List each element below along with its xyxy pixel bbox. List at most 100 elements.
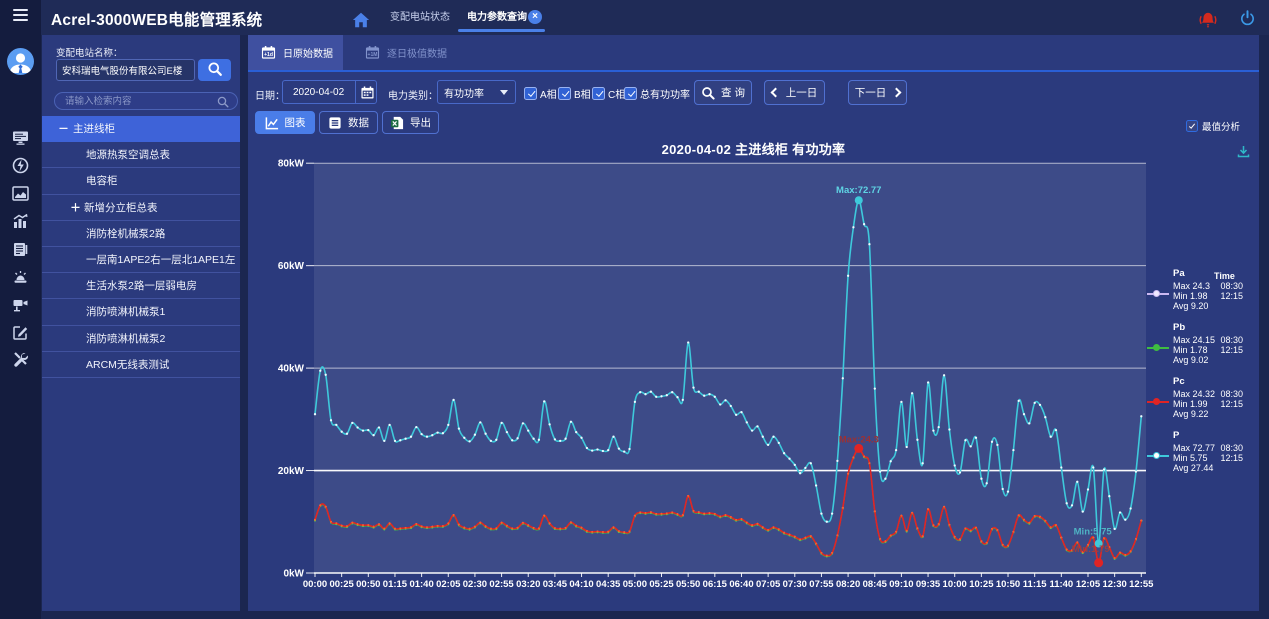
tools-icon[interactable] (12, 351, 29, 368)
chart-view-button[interactable]: 图表 (255, 111, 315, 134)
legend-item-p[interactable]: P Max 72.77 08:30 Min 5.75 12:15 Avg 27.44 (1146, 430, 1243, 474)
button-label: 数据 (348, 117, 369, 129)
monitor-icon[interactable] (12, 129, 29, 146)
svg-text:10:50: 10:50 (996, 579, 1020, 590)
tree-item[interactable]: 电容柜 (42, 168, 240, 195)
tree-item-main-incoming-cabinet[interactable]: － 主进线柜 (42, 116, 240, 143)
menu-icon[interactable] (13, 9, 28, 22)
checkbox-phase-a[interactable]: A相 (524, 86, 557, 101)
checkbox-phase-b[interactable]: B相 (558, 86, 591, 101)
svg-text:+1M: +1M (368, 52, 378, 58)
svg-text:11:15: 11:15 (1023, 579, 1047, 590)
search-icon (702, 86, 715, 100)
trend-frame-icon[interactable] (12, 185, 29, 202)
checkbox-phase-c[interactable]: C相 (592, 86, 625, 101)
calendar-month-icon: +1M (365, 45, 380, 59)
svg-text:02:55: 02:55 (489, 579, 514, 590)
power-circle-icon[interactable] (12, 157, 29, 174)
date-picker[interactable]: 2020-04-02 (282, 80, 377, 104)
tree-item-label: 新增分立柜总表 (84, 201, 158, 214)
checkbox-icon (524, 87, 537, 100)
device-tree: － 主进线柜 地源热泵空调总表 电容柜 ＋新增分立柜总表 消防栓机械泵2路 一层南… (42, 116, 240, 378)
legend-avg: Avg 9.22 (1173, 409, 1209, 420)
next-day-button[interactable]: 下一日 (848, 80, 907, 105)
tree-item[interactable]: 生活水泵2路一层弱电房 (42, 273, 240, 300)
tab-daily-extreme-data[interactable]: +1M 逐日极值数据 (352, 35, 472, 70)
tree-search-input[interactable] (54, 92, 238, 110)
app-title: Acrel-3000WEB电能管理系统 (51, 12, 263, 29)
checkbox-label: B相 (574, 90, 591, 101)
top-bar: Acrel-3000WEB电能管理系统 变配电站状态 电力参数查询 × (41, 0, 1269, 35)
station-search-button[interactable] (198, 59, 231, 81)
svg-text:Min:1.79: Min:1.79 (1072, 544, 1110, 555)
export-button[interactable]: 导出 (382, 111, 439, 134)
collapse-icon[interactable]: － (58, 123, 69, 135)
icon-rail (0, 0, 41, 619)
legend-item-pb[interactable]: Pb Max 24.15 08:30 Min 1.78 12:15 Avg 9.02 (1146, 322, 1243, 366)
legend-max-time: 08:30 (1220, 281, 1243, 291)
legend-marker (1146, 430, 1170, 474)
tree-item[interactable]: 地源热泵空调总表 (42, 142, 240, 169)
button-label: 查 询 (721, 87, 745, 99)
legend-series-name: Pb (1173, 322, 1186, 333)
legend-time-header: Time (1214, 271, 1235, 281)
svg-text:Min:5.75: Min:5.75 (1074, 527, 1113, 538)
top-tab-power-parameter-query[interactable]: 电力参数查询 (467, 12, 527, 23)
download-icon[interactable] (1237, 145, 1250, 158)
checkbox-icon (624, 87, 637, 100)
home-icon[interactable] (352, 11, 370, 29)
tab-close-icon[interactable]: × (528, 10, 542, 24)
svg-text:07:55: 07:55 (809, 579, 834, 590)
search-icon (208, 62, 222, 76)
svg-text:03:45: 03:45 (543, 579, 568, 590)
tree-item[interactable]: 一层南1APE2右一层北1APE1左 (42, 247, 240, 274)
legend-item-pa[interactable]: Pa Max 24.3 08:30 Min 1.98 12:15 Avg 9.20 (1146, 268, 1243, 312)
date-label: 日期： (255, 91, 285, 102)
svg-text:04:35: 04:35 (596, 579, 621, 590)
legend-max-time: 08:30 (1220, 389, 1243, 399)
report-icon[interactable] (12, 241, 29, 258)
top-tab-substation-status[interactable]: 变配电站状态 (390, 12, 450, 23)
legend-marker (1146, 322, 1170, 366)
button-label: 上一日 (785, 87, 818, 99)
svg-text:11:40: 11:40 (1049, 579, 1073, 590)
legend-min: Min 1.99 (1173, 399, 1208, 410)
tab-daily-raw-data[interactable]: +1d 日原始数据 (248, 35, 343, 70)
svg-text:0kW: 0kW (283, 569, 304, 580)
power-type-select[interactable]: 有功功率 (437, 80, 516, 104)
previous-day-button[interactable]: 上一日 (764, 80, 825, 105)
legend-max: Max 24.3 (1173, 281, 1211, 291)
tree-item[interactable]: ＋新增分立柜总表 (42, 195, 240, 221)
svg-text:05:25: 05:25 (649, 579, 674, 590)
checkbox-extreme-analysis[interactable]: 最值分析 (1186, 119, 1240, 133)
camera-icon[interactable] (12, 296, 29, 313)
legend-max: Max 72.77 (1173, 443, 1216, 453)
tree-item-label: 一层南1APE2右一层北1APE1左 (86, 253, 236, 266)
svg-text:Max:72.77: Max:72.77 (836, 185, 881, 196)
alarm-bell-icon[interactable] (1198, 10, 1218, 30)
tree-item[interactable]: 消防喷淋机械泵2 (42, 326, 240, 352)
checkbox-total-active-power[interactable]: 总有功功率 (624, 86, 690, 101)
data-view-button[interactable]: 数据 (319, 111, 378, 134)
date-value: 2020-04-02 (293, 86, 345, 98)
legend-marker (1146, 268, 1170, 312)
svg-text:Max:24.3: Max:24.3 (839, 434, 879, 445)
button-label: 导出 (410, 117, 431, 129)
alarm-lamp-icon[interactable] (12, 269, 29, 286)
tree-item[interactable]: 消防喷淋机械泵1 (42, 299, 240, 326)
station-name-input[interactable] (56, 59, 195, 81)
query-button[interactable]: 查 询 (694, 80, 752, 105)
line-chart-icon (265, 116, 278, 129)
legend-item-pc[interactable]: Pc Max 24.32 08:30 Min 1.99 12:15 Avg 9.22 (1146, 376, 1243, 420)
chart-title: 2020-04-02 主进线柜 有功功率 (661, 142, 846, 157)
power-off-icon[interactable] (1239, 10, 1256, 28)
edit-icon[interactable] (12, 324, 29, 341)
svg-text:02:30: 02:30 (463, 579, 487, 590)
user-avatar[interactable] (7, 48, 34, 75)
tree-item[interactable]: 消防栓机械泵2路 (42, 221, 240, 247)
expand-icon[interactable]: ＋ (70, 201, 81, 214)
svg-text:+1d: +1d (264, 52, 273, 58)
station-sidebar: 变配电站名称： － 主进线柜 地源热泵空调总表 电容柜 ＋新增分立柜总表 消防栓机… (42, 35, 240, 611)
tree-item[interactable]: ARCM无线表测试 (42, 352, 240, 378)
bar-chart-icon[interactable] (12, 213, 29, 230)
